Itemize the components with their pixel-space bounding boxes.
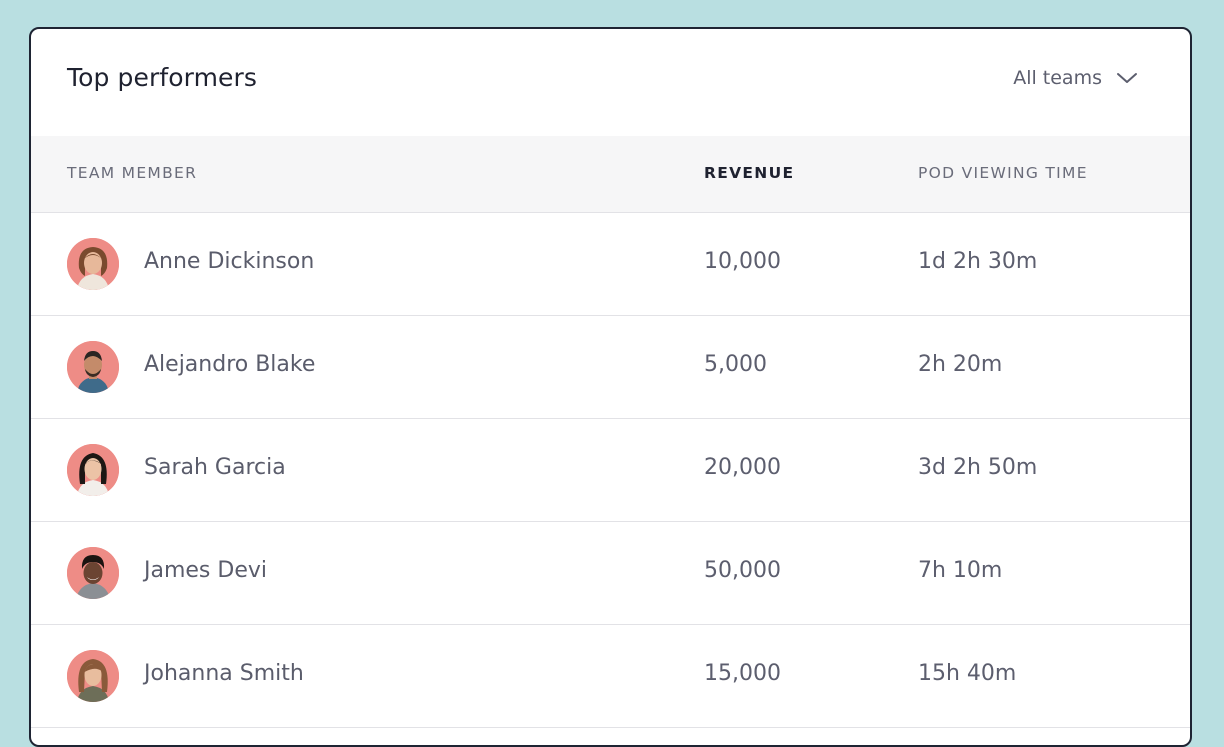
avatar <box>67 238 119 290</box>
revenue-value: 20,000 <box>704 455 781 480</box>
table-row[interactable]: Sarah Garcia 20,000 3d 2h 50m <box>31 419 1190 522</box>
revenue-value: 5,000 <box>704 352 767 377</box>
table-header: TEAM MEMBER REVENUE POD VIEWING TIME <box>31 136 1190 213</box>
revenue-value: 15,000 <box>704 661 781 686</box>
avatar <box>67 444 119 496</box>
column-header-team-member[interactable]: TEAM MEMBER <box>67 164 198 182</box>
member-name[interactable]: Johanna Smith <box>144 661 304 686</box>
team-filter-label: All teams <box>1013 67 1102 89</box>
avatar <box>67 650 119 702</box>
team-filter-dropdown[interactable]: All teams <box>1013 67 1138 89</box>
table-row[interactable]: Johanna Smith 15,000 15h 40m <box>31 625 1190 728</box>
column-header-revenue[interactable]: REVENUE <box>704 164 795 182</box>
top-performers-card: Top performers All teams TEAM MEMBER REV… <box>29 27 1192 747</box>
member-name[interactable]: Alejandro Blake <box>144 352 316 377</box>
revenue-value: 50,000 <box>704 558 781 583</box>
chevron-down-icon <box>1117 73 1137 83</box>
viewing-time-value: 1d 2h 30m <box>918 249 1038 274</box>
card-header: Top performers All teams <box>31 29 1190 136</box>
member-name[interactable]: James Devi <box>144 558 267 583</box>
viewing-time-value: 3d 2h 50m <box>918 455 1038 480</box>
table-row[interactable]: James Devi 50,000 7h 10m <box>31 522 1190 625</box>
table-row[interactable]: Anne Dickinson 10,000 1d 2h 30m <box>31 213 1190 316</box>
avatar <box>67 547 119 599</box>
member-name[interactable]: Anne Dickinson <box>144 249 315 274</box>
member-name[interactable]: Sarah Garcia <box>144 455 286 480</box>
viewing-time-value: 2h 20m <box>918 352 1003 377</box>
column-header-pod-viewing-time[interactable]: POD VIEWING TIME <box>918 164 1088 182</box>
avatar <box>67 341 119 393</box>
table-row[interactable]: Alejandro Blake 5,000 2h 20m <box>31 316 1190 419</box>
revenue-value: 10,000 <box>704 249 781 274</box>
viewing-time-value: 7h 10m <box>918 558 1003 583</box>
viewing-time-value: 15h 40m <box>918 661 1017 686</box>
table-body: Anne Dickinson 10,000 1d 2h 30m Alejandr… <box>31 213 1190 728</box>
card-title: Top performers <box>67 63 258 92</box>
